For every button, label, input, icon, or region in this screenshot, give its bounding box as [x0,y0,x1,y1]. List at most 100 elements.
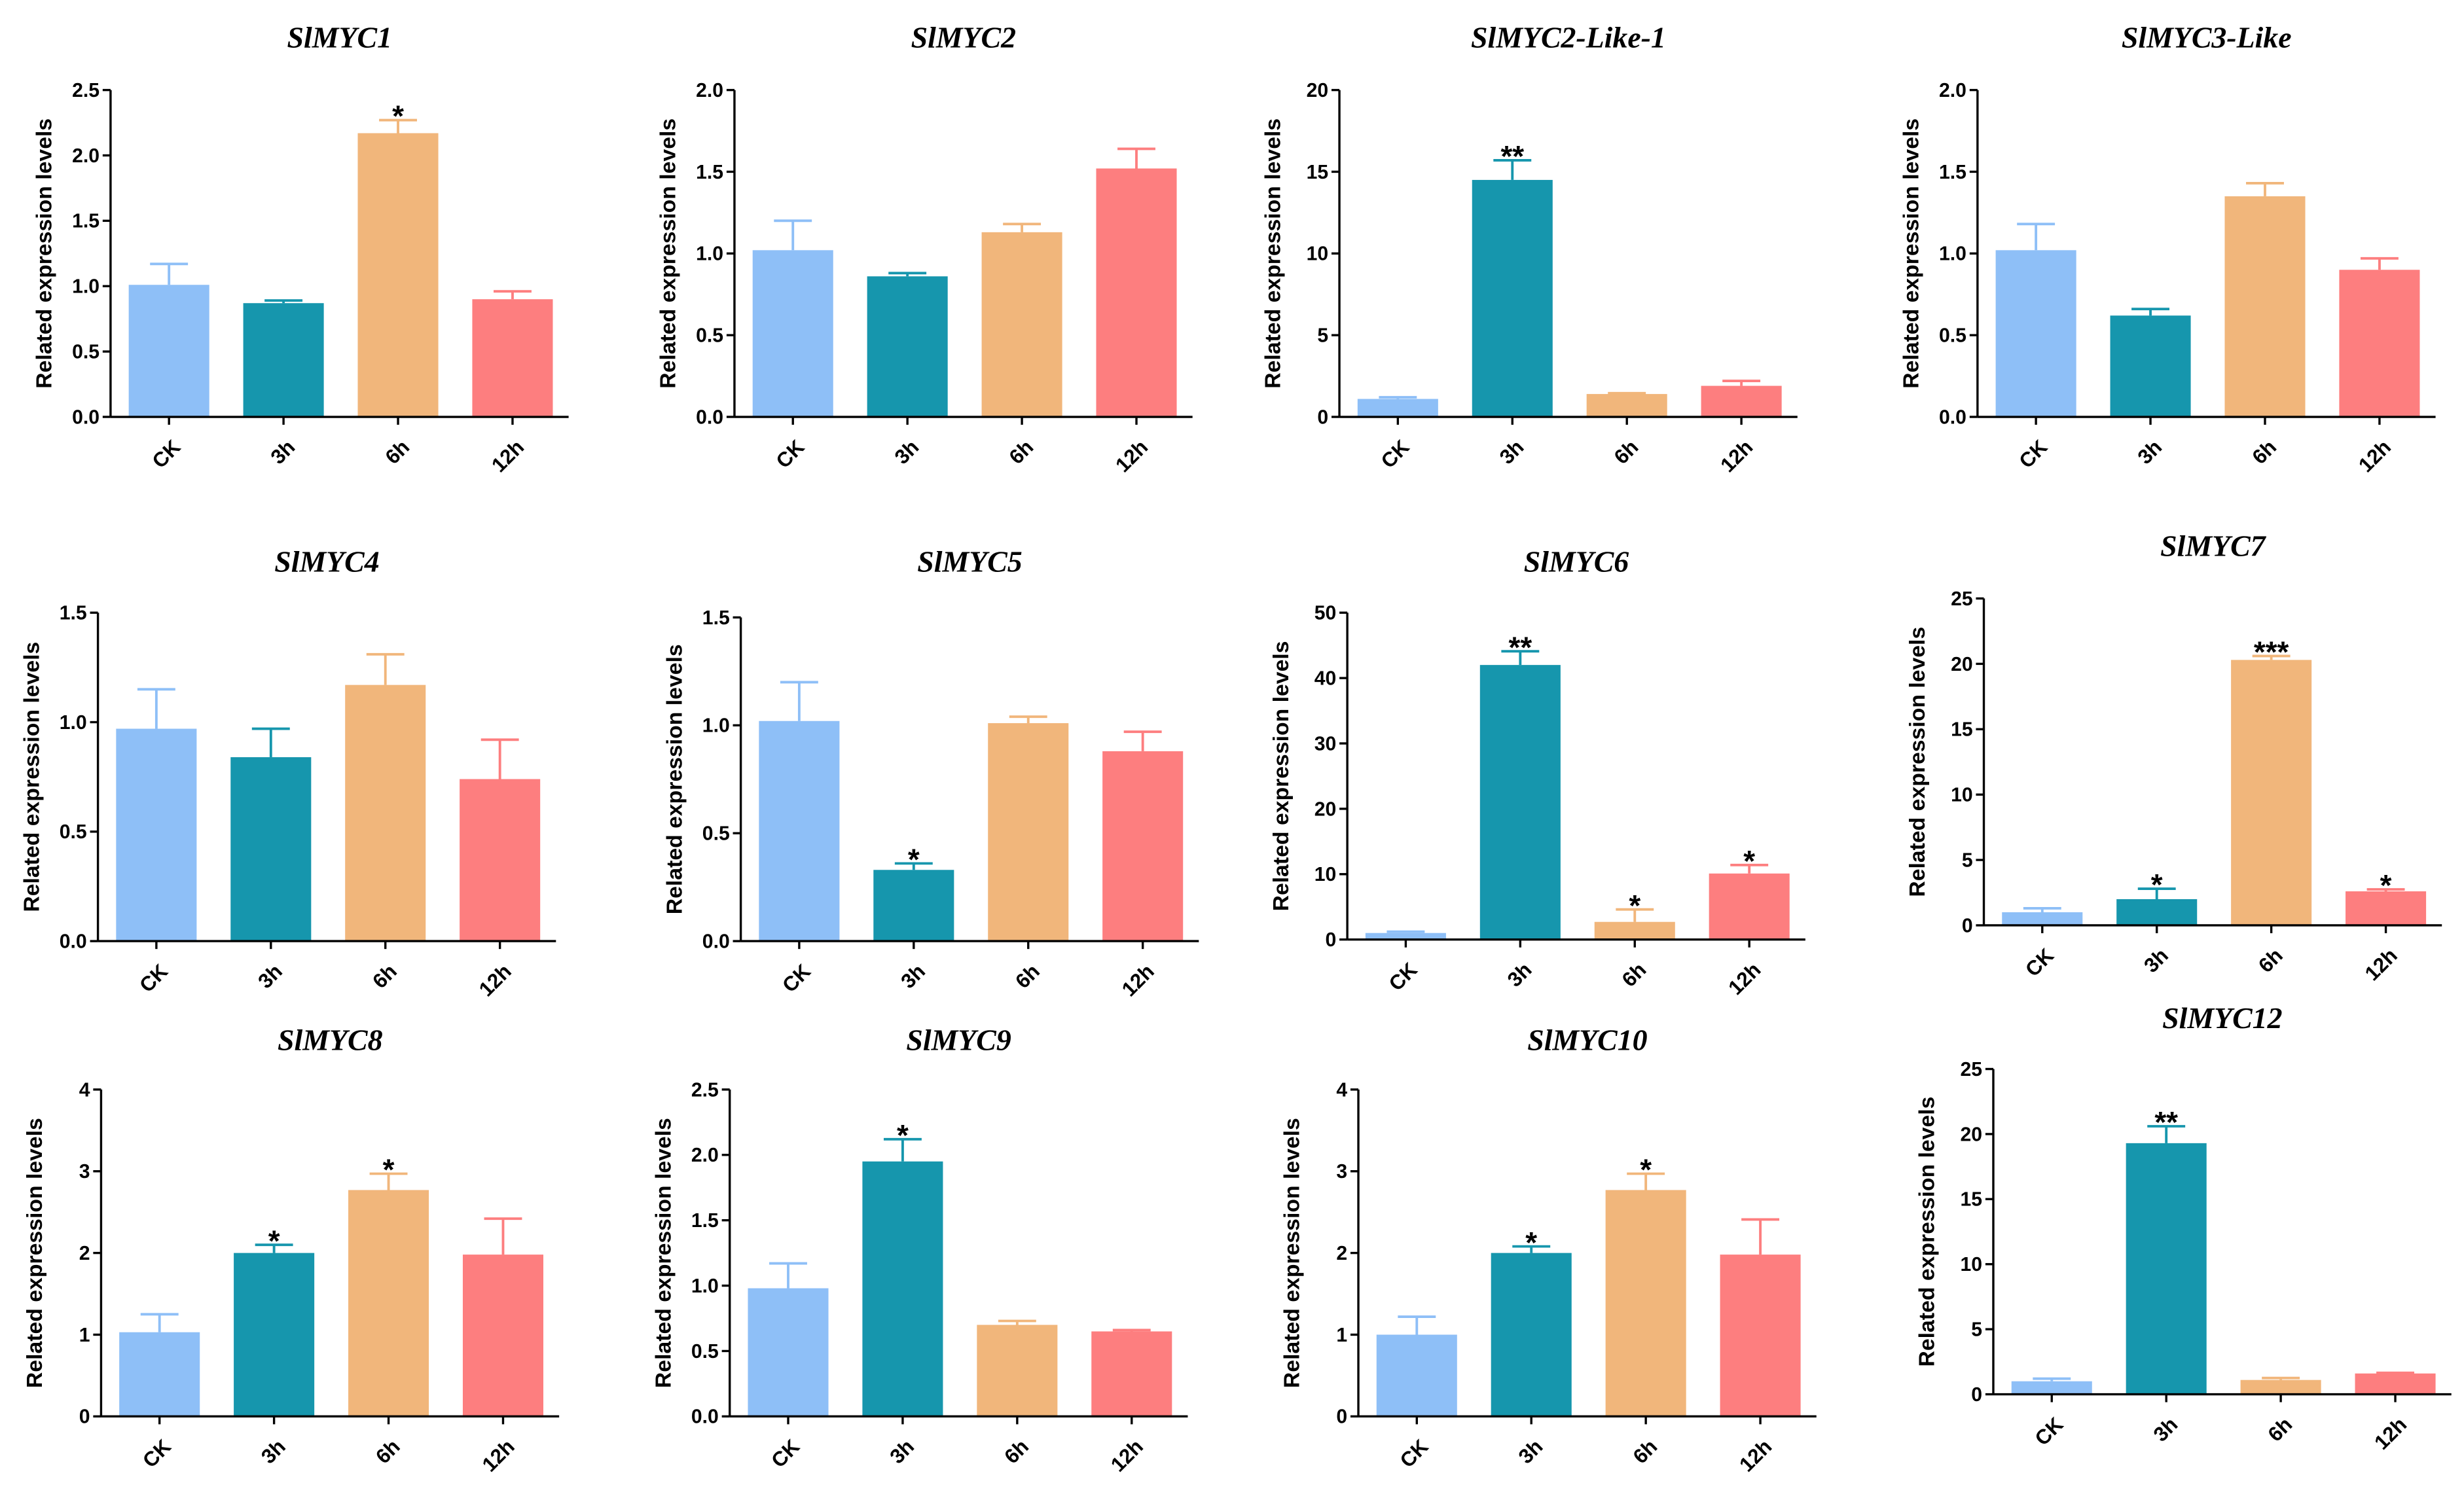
bar-slmyc12-ck [2011,1381,2092,1395]
y-tick-label-slmyc2-like-1-1: 5 [1317,325,1328,347]
x-tick-label-slmyc7-3h: 3h [2139,944,2173,977]
y-tick-label-slmyc10-1: 1 [1336,1325,1347,1346]
error-bar-slmyc8-3h [255,1243,293,1253]
chart-slmyc3-like: SlMYC3-Like Related expression levels CK 3h… [1899,20,2436,476]
chart-title: SlMYC6 [1524,544,1629,578]
bar-slmyc7-ck [2002,912,2083,925]
x-tick-label-slmyc7-6h: 6h [2254,944,2287,977]
chart-slmyc5: SlMYC5 Related expression levels CK * 3h 6h 12… [662,544,1199,1001]
x-tick-label-slmyc1-ck: CK [148,435,185,472]
bar-slmyc7-3h [2116,899,2198,925]
y-tick-label-slmyc10-3: 3 [1336,1161,1347,1183]
y-tick-label-slmyc8-3: 3 [79,1161,90,1183]
y-axis-label: Related expression levels [22,1118,47,1388]
bar-slmyc4-6h [345,685,426,942]
error-bar-slmyc10-6h [1627,1172,1665,1190]
y-tick-label-slmyc2-1: 0.5 [696,325,723,347]
x-tick-label-slmyc5-12h: 12h [1117,960,1159,1001]
y-tick-label-slmyc4-1: 0.5 [60,821,87,843]
bar-slmyc10-12h [1720,1255,1801,1417]
bar-slmyc10-ck [1376,1334,1457,1417]
bar-slmyc8-3h [234,1253,315,1417]
error-bar-slmyc12-3h [2147,1125,2186,1143]
bar-slmyc6-6h [1594,921,1675,940]
bar-slmyc10-3h [1491,1253,1572,1417]
x-tick-label-slmyc2-ck: CK [772,435,809,472]
x-tick-label-slmyc3-like-ck: CK [2015,435,2052,472]
y-tick-label-slmyc10-0: 0 [1336,1406,1347,1428]
bar-slmyc6-ck [1365,933,1446,940]
error-bar-slmyc7-ck [2023,907,2061,912]
y-tick-label-slmyc7-4: 20 [1951,654,1973,675]
significance-slmyc1-6h: * [392,99,404,133]
y-tick-label-slmyc6-4: 40 [1314,668,1337,689]
bar-slmyc7-6h [2231,660,2312,925]
x-tick-label-slmyc2-like-1-12h: 12h [1716,435,1757,476]
error-bar-slmyc12-12h [2376,1371,2414,1374]
x-tick-label-slmyc4-3h: 3h [253,960,287,993]
bar-slmyc9-6h [977,1325,1058,1417]
y-tick-label-slmyc12-5: 25 [1961,1059,1983,1080]
y-tick-label-slmyc4-3: 1.5 [60,603,87,624]
x-tick-label-slmyc1-6h: 6h [381,435,414,469]
y-tick-label-slmyc9-2: 1.0 [691,1275,719,1297]
y-tick-label-slmyc5-0: 0.0 [702,931,730,952]
y-tick-label-slmyc2-4: 2.0 [696,80,723,101]
chart-title: SlMYC7 [2160,529,2267,562]
y-tick-label-slmyc3-like-4: 2.0 [1939,80,1966,101]
y-tick-label-slmyc8-1: 1 [79,1325,90,1346]
y-tick-label-slmyc8-4: 4 [79,1079,90,1101]
error-bar-slmyc12-ck [2033,1377,2071,1381]
x-tick-label-slmyc2-like-1-ck: CK [1377,435,1414,472]
y-tick-label-slmyc7-1: 5 [1962,849,1973,871]
significance-slmyc6-3h: ** [1509,631,1532,664]
chart-slmyc2: SlMYC2 Related expression levels CK 3h 6h 12h… [656,20,1193,476]
x-tick-label-slmyc5-3h: 3h [896,960,930,993]
error-bar-slmyc9-ck [769,1262,807,1289]
error-bar-slmyc3-like-ck [2017,223,2056,251]
error-bar-slmyc2-3h [888,272,927,277]
x-tick-label-slmyc2-like-1-3h: 3h [1495,435,1529,469]
y-axis-label: Related expression levels [1280,1118,1305,1388]
bar-slmyc3-like-3h [2110,315,2191,418]
y-axis-label: Related expression levels [32,118,57,389]
bar-slmyc2-like-1-6h [1586,394,1667,418]
bar-slmyc1-12h [472,299,553,418]
significance-slmyc8-3h: * [268,1224,280,1258]
error-bar-slmyc9-12h [1112,1328,1151,1332]
x-tick-label-slmyc6-ck: CK [1385,958,1422,995]
y-tick-label-slmyc10-4: 4 [1336,1079,1347,1101]
y-tick-label-slmyc2-like-1-3: 15 [1307,162,1329,183]
error-bar-slmyc2-ck [774,219,812,251]
chart-slmyc6: SlMYC6 Related expression levels CK ** 3h * 6h… [1269,544,1805,999]
error-bar-slmyc8-12h [484,1217,522,1255]
bar-slmyc8-12h [462,1255,544,1417]
x-tick-label-slmyc10-6h: 6h [1629,1435,1662,1469]
y-tick-label-slmyc9-4: 2.0 [691,1145,719,1166]
y-tick-label-slmyc6-3: 30 [1314,733,1337,755]
bar-slmyc12-6h [2240,1380,2321,1395]
bar-slmyc2-like-1-12h [1701,385,1782,418]
chart-title: SlMYC12 [2162,1001,2282,1035]
bar-slmyc1-ck [128,285,209,418]
y-tick-label-slmyc2-3: 1.5 [696,162,723,183]
chart-slmyc4: SlMYC4 Related expression levels CK 3h 6h 12h… [19,544,556,1001]
y-tick-label-slmyc9-5: 2.5 [691,1079,719,1101]
y-tick-label-slmyc2-like-1-4: 20 [1307,80,1329,101]
y-axis-label: Related expression levels [662,644,687,914]
error-bar-slmyc1-12h [494,290,532,300]
x-tick-label-slmyc2-12h: 12h [1111,435,1152,476]
chart-title: SlMYC2-Like-1 [1471,20,1666,54]
significance-slmyc10-3h: * [1525,1226,1537,1259]
significance-slmyc12-3h: ** [2154,1106,2178,1139]
x-tick-label-slmyc5-6h: 6h [1011,960,1044,993]
y-tick-label-slmyc2-0: 0.0 [696,406,723,428]
y-tick-label-slmyc6-0: 0 [1325,929,1336,951]
y-tick-label-slmyc12-4: 20 [1961,1124,1983,1145]
y-tick-label-slmyc1-1: 0.5 [72,342,100,363]
y-tick-label-slmyc3-like-2: 1.0 [1939,243,1966,265]
significance-slmyc7-3h: * [2151,868,2163,902]
x-tick-label-slmyc6-6h: 6h [1618,958,1651,991]
y-tick-label-slmyc3-like-1: 0.5 [1939,325,1966,347]
